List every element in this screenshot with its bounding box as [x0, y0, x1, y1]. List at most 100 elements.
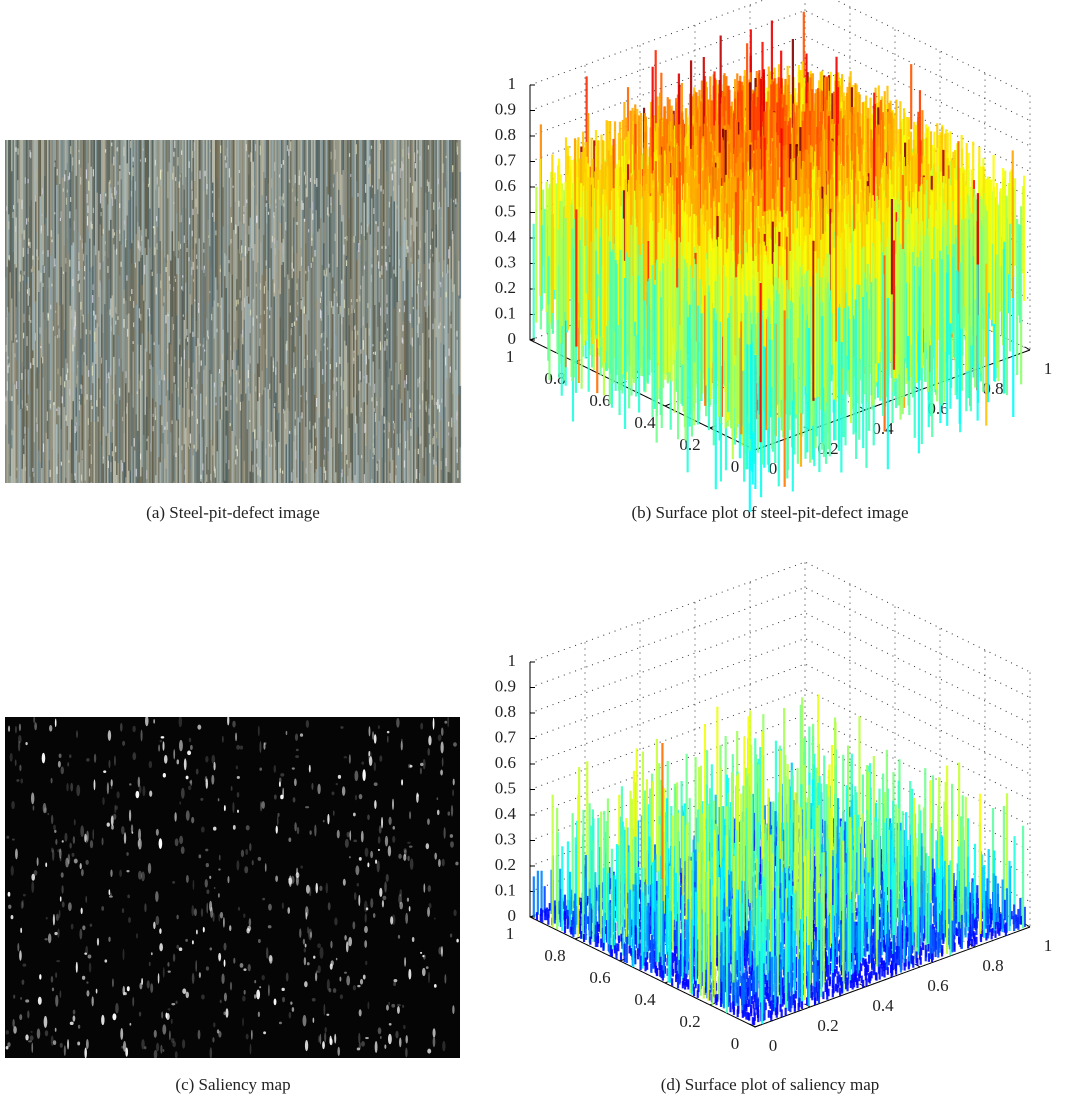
saliency-spot: [243, 914, 245, 918]
texture-streak: [82, 355, 84, 376]
texture-streak: [127, 163, 129, 215]
texture-streak: [446, 181, 448, 273]
texture-speck: [301, 300, 302, 309]
saliency-spot: [375, 1041, 378, 1053]
texture-streak: [184, 140, 186, 190]
saliency-spot: [403, 1025, 406, 1029]
saliency-spot: [444, 827, 446, 839]
texture-streak: [287, 140, 289, 274]
texture-streak: [184, 444, 186, 466]
texture-streak: [131, 395, 133, 446]
texture-speck: [434, 424, 435, 428]
saliency-spot: [367, 1002, 369, 1010]
texture-streak: [224, 481, 226, 483]
texture-speck: [47, 412, 48, 421]
saliency-spot: [316, 883, 318, 894]
texture-streak: [95, 364, 97, 422]
texture-speck: [269, 315, 270, 318]
texture-speck: [385, 246, 386, 249]
texture-streak: [49, 140, 51, 277]
texture-streak: [212, 435, 214, 483]
texture-speck: [141, 375, 142, 380]
texture-speck: [64, 174, 65, 181]
saliency-spot: [404, 957, 406, 967]
saliency-spot: [363, 975, 366, 980]
saliency-spot: [147, 980, 150, 988]
texture-streak: [94, 246, 96, 311]
texture-speck: [32, 266, 33, 272]
texture-speck: [183, 314, 184, 316]
texture-streak: [215, 397, 217, 468]
texture-streak: [142, 285, 144, 333]
texture-streak: [352, 413, 354, 480]
texture-streak: [353, 397, 355, 483]
texture-speck: [50, 404, 51, 409]
texture-speck: [279, 174, 280, 177]
saliency-spot: [191, 817, 194, 823]
texture-speck: [167, 254, 168, 259]
texture-streak: [388, 377, 390, 422]
texture-speck: [192, 151, 193, 158]
texture-streak: [374, 140, 376, 194]
texture-streak: [250, 140, 252, 218]
saliency-spot: [69, 843, 71, 849]
texture-streak: [92, 140, 94, 266]
texture-streak: [409, 321, 411, 450]
texture-speck: [72, 279, 73, 286]
texture-streak: [382, 458, 384, 483]
texture-speck: [100, 194, 101, 203]
texture-speck: [418, 272, 419, 278]
saliency-spot: [154, 1030, 157, 1038]
saliency-spot: [186, 776, 189, 780]
texture-speck: [99, 280, 100, 284]
texture-streak: [91, 422, 93, 482]
texture-streak: [221, 420, 223, 483]
texture-speck: [228, 460, 229, 469]
texture-streak: [229, 140, 231, 246]
saliency-spot: [160, 740, 163, 743]
texture-speck: [202, 344, 203, 347]
saliency-spot: [367, 863, 369, 868]
saliency-spot: [205, 756, 208, 763]
z-tick-label: 1: [508, 74, 517, 93]
saliency-spot: [70, 1022, 74, 1025]
texture-streak: [460, 140, 462, 172]
texture-speck: [72, 157, 73, 165]
texture-speck: [439, 202, 440, 208]
texture-streak: [458, 296, 460, 396]
texture-speck: [291, 263, 292, 269]
texture-speck: [66, 198, 67, 205]
texture-speck: [405, 208, 406, 217]
texture-streak: [250, 218, 252, 243]
texture-streak: [145, 415, 147, 483]
texture-streak: [200, 140, 202, 266]
texture-speck: [404, 305, 405, 312]
texture-streak: [202, 384, 204, 437]
texture-streak: [364, 236, 366, 354]
texture-speck: [107, 266, 108, 273]
saliency-spot: [320, 947, 324, 959]
texture-streak: [52, 231, 54, 320]
texture-streak: [251, 410, 253, 451]
texture-streak: [443, 140, 445, 260]
saliency-spot: [306, 885, 310, 894]
texture-speck: [393, 186, 394, 191]
saliency-spot: [427, 907, 430, 917]
texture-streak: [298, 279, 300, 316]
texture-streak: [286, 444, 288, 483]
texture-speck: [12, 212, 13, 218]
saliency-spot: [240, 746, 243, 750]
texture-streak: [85, 140, 87, 243]
texture-speck: [367, 303, 368, 308]
texture-speck: [216, 329, 217, 333]
texture-streak: [38, 292, 40, 374]
saliency-spot: [433, 718, 435, 730]
texture-streak: [214, 222, 216, 301]
texture-speck: [438, 178, 439, 184]
saliency-spot: [404, 849, 407, 856]
saliency-spot: [76, 730, 78, 738]
saliency-spot: [433, 1037, 436, 1048]
texture-speck: [283, 409, 284, 413]
texture-speck: [139, 308, 140, 318]
texture-streak: [428, 306, 430, 405]
